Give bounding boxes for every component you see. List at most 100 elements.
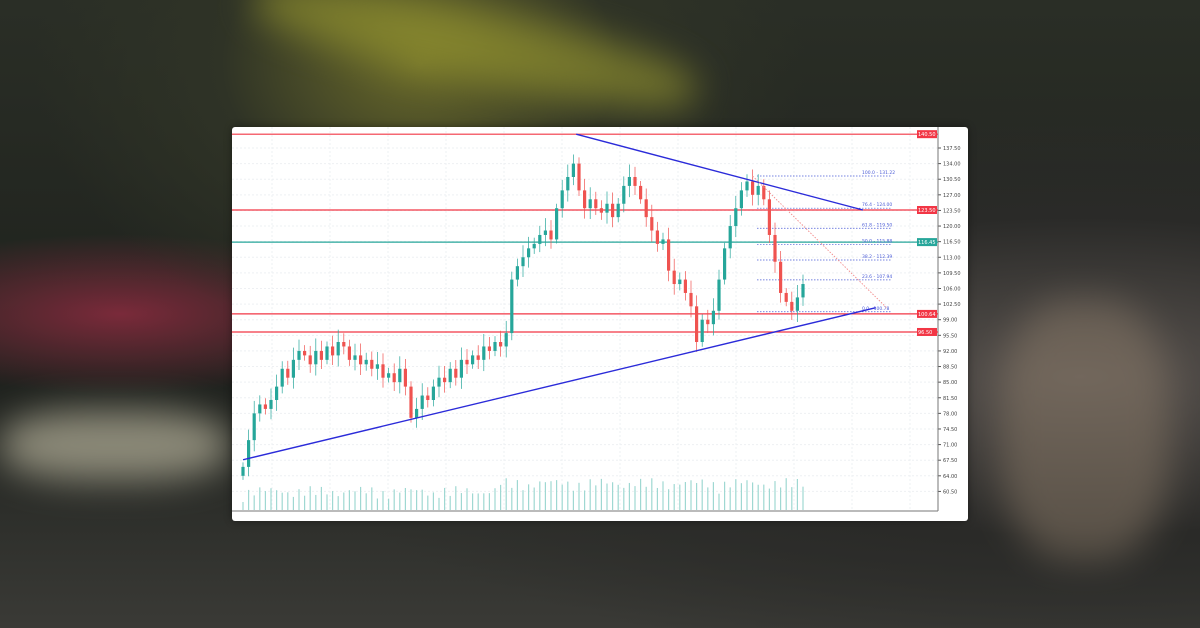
candle-body	[667, 239, 671, 271]
candle-body	[734, 208, 738, 227]
fib-level-label: 76.4 - 124.00	[862, 202, 892, 208]
candle-body	[493, 342, 497, 351]
candle-body	[291, 359, 295, 378]
y-tick-label: 120.00	[943, 224, 961, 230]
y-tick-label: 109.50	[943, 271, 961, 277]
price-label-text: 116.45	[918, 240, 936, 246]
candle-body	[308, 355, 312, 365]
candle-body	[263, 404, 267, 409]
candle-body	[459, 359, 463, 378]
volume-bar	[785, 478, 787, 510]
volume-bar	[404, 487, 406, 510]
candle-body	[252, 413, 256, 441]
volume-bar	[360, 486, 362, 510]
candle-body	[549, 230, 553, 240]
volume-bar	[477, 493, 479, 510]
volume-bar	[763, 484, 765, 510]
background-photo	[247, 0, 703, 127]
fib-level-label: 50.0 - 115.88	[862, 238, 892, 244]
volume-bar	[600, 478, 602, 510]
candle-body	[711, 310, 715, 325]
volume-bar	[371, 487, 373, 510]
volume-bar	[684, 482, 686, 510]
candle-body	[275, 386, 279, 400]
price-label-badge	[917, 205, 937, 214]
volume-bar	[740, 483, 742, 510]
candle-body	[370, 359, 374, 369]
candle-body	[515, 266, 519, 280]
volume-bar	[606, 483, 608, 510]
volume-bar	[449, 495, 451, 510]
trendline	[242, 306, 876, 461]
candle-body	[247, 440, 251, 467]
candle-body	[633, 176, 637, 186]
volume-bar	[444, 487, 446, 510]
candle-body	[745, 181, 749, 191]
background-connector	[1000, 300, 1170, 560]
volume-bar	[399, 492, 401, 510]
volume-bar	[332, 491, 334, 510]
volume-bar	[488, 493, 490, 510]
volume-bar	[628, 482, 630, 510]
volume-bar	[287, 492, 289, 510]
volume-bar	[432, 492, 434, 510]
candle-body	[762, 185, 766, 200]
candle-body	[297, 350, 301, 360]
volume-bar	[365, 493, 367, 510]
candle-body	[437, 377, 441, 387]
candle-body	[375, 364, 379, 369]
price-label-text: 140.50	[918, 132, 936, 138]
volume-bar	[466, 488, 468, 510]
candle-body	[532, 243, 536, 249]
candle-body	[426, 395, 430, 400]
volume-bar	[343, 492, 345, 510]
volume-bar	[707, 487, 709, 510]
candle-body	[471, 355, 475, 365]
candle-body	[454, 368, 458, 378]
volume-bar	[500, 484, 502, 510]
candle-body	[448, 368, 452, 383]
volume-bar	[701, 479, 703, 510]
candle-body	[504, 333, 508, 347]
candle-body	[364, 359, 368, 365]
volume-bar	[264, 491, 266, 510]
candle-body	[784, 292, 788, 302]
candle-body	[499, 342, 503, 347]
background-cable	[0, 410, 230, 480]
candle-body	[588, 199, 592, 209]
candle-body	[779, 261, 783, 293]
candle-body	[314, 350, 318, 365]
volume-bar	[679, 484, 681, 510]
y-tick-label: 130.50	[943, 177, 961, 183]
candle-body	[650, 217, 654, 231]
candle-body	[751, 181, 755, 195]
volume-bar	[309, 486, 311, 510]
volume-bar	[292, 496, 294, 510]
candle-body	[767, 199, 771, 235]
candle-body	[258, 404, 262, 414]
volume-bar	[673, 484, 675, 510]
volume-bar	[802, 486, 804, 510]
candle-body	[801, 284, 805, 298]
candlestick-chart: 137.50 134.00 130.50 127.00 123.50 120.00 116.…	[232, 127, 961, 512]
y-tick-label: 60.50	[943, 489, 957, 495]
candle-body	[605, 203, 609, 213]
volume-bar	[774, 481, 776, 510]
y-tick-label: 64.00	[943, 474, 957, 480]
candle-body	[566, 176, 570, 191]
volume-bar	[281, 492, 283, 510]
trendline	[752, 175, 888, 309]
volume-bar	[438, 497, 440, 510]
y-tick-label: 106.00	[943, 286, 961, 292]
candle-body	[555, 208, 559, 240]
candle-body	[644, 199, 648, 218]
candle-body	[303, 350, 307, 356]
fib-level-label: 61.8 - 119.50	[862, 222, 892, 228]
candle-body	[756, 185, 760, 195]
candle-body	[538, 234, 542, 244]
volume-bar	[326, 494, 328, 510]
candle-body	[482, 346, 486, 360]
candle-body	[465, 359, 469, 365]
volume-bar	[768, 488, 770, 510]
volume-bar	[718, 493, 720, 510]
